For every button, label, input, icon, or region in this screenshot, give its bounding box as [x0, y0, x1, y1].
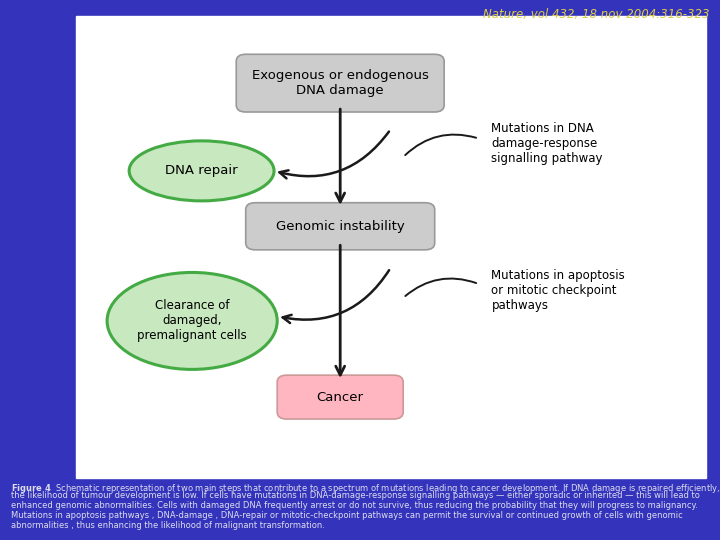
FancyBboxPatch shape	[277, 375, 403, 419]
Ellipse shape	[129, 141, 274, 201]
Text: abnormalities , thus enhancing the likelihood of malignant transformation.: abnormalities , thus enhancing the likel…	[11, 521, 325, 530]
Text: Genomic instability: Genomic instability	[276, 220, 405, 233]
Text: Cancer: Cancer	[317, 390, 364, 403]
FancyBboxPatch shape	[246, 202, 435, 250]
Text: DNA repair: DNA repair	[166, 164, 238, 177]
Ellipse shape	[107, 273, 277, 369]
Text: the likelihood of tumour development is low. If cells have mutations in DNA-dama: the likelihood of tumour development is …	[11, 491, 700, 501]
Text: Exogenous or endogenous
DNA damage: Exogenous or endogenous DNA damage	[252, 69, 428, 97]
Text: Mutations in apoptosis pathways , DNA-damage , DNA-repair or mitotic-checkpoint : Mutations in apoptosis pathways , DNA-da…	[11, 511, 683, 520]
Text: Mutations in DNA
damage-response
signalling pathway: Mutations in DNA damage-response signall…	[491, 122, 603, 165]
FancyBboxPatch shape	[236, 55, 444, 112]
Text: Nature, vol 432, 18 nov 2004:316-323: Nature, vol 432, 18 nov 2004:316-323	[482, 8, 709, 21]
Text: Mutations in apoptosis
or mitotic checkpoint
pathways: Mutations in apoptosis or mitotic checkp…	[491, 269, 625, 313]
Text: enhanced genomic abnormalities. Cells with damaged DNA frequently arrest or do n: enhanced genomic abnormalities. Cells wi…	[11, 501, 698, 510]
Text: Clearance of
damaged,
premalignant cells: Clearance of damaged, premalignant cells	[138, 299, 247, 342]
Text: $\bf{Figure\ 4}$  Schematic representation of two main steps that contribute to : $\bf{Figure\ 4}$ Schematic representatio…	[11, 482, 720, 495]
